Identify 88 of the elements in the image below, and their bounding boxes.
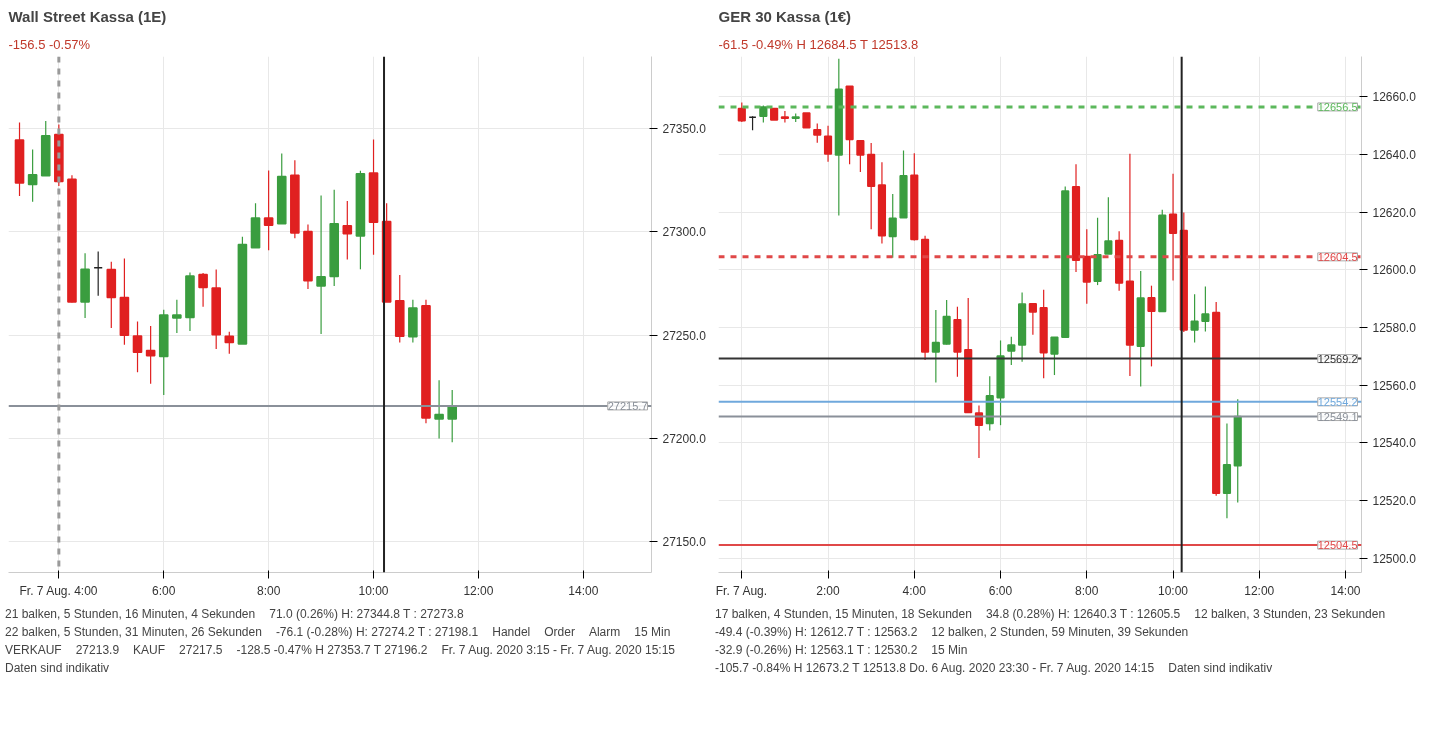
ref-line-label: 27215.7	[607, 399, 648, 412]
text: 27213.9	[75, 642, 120, 659]
text: Daten sind indikativ	[5, 660, 110, 677]
y-tick-label: 12520.0	[1372, 493, 1417, 508]
y-tick-label: 27300.0	[662, 225, 707, 240]
candlestick	[1104, 196, 1113, 255]
x-tick-label: 12:00	[463, 583, 494, 598]
text: -105.7 -0.84% H 12673.2 T 12513.8 Do. 6 Aug. 2020 23:30 - Fr. 7 Aug. 2020 14:15	[715, 660, 1155, 677]
candlestick	[434, 379, 444, 440]
y-tick-label: 27150.0	[662, 535, 707, 550]
x-tick-label: 10:00	[358, 583, 389, 598]
ref-line-label: 12656.5	[1317, 100, 1358, 113]
x-tick-label: 8:00	[256, 583, 281, 598]
candlestick	[224, 331, 235, 355]
candlestick	[823, 125, 833, 163]
candlestick	[1201, 285, 1210, 333]
y-tick-label: 12620.0	[1372, 205, 1417, 220]
candlestick	[263, 169, 274, 251]
candlestick	[316, 194, 326, 335]
x-tick-label: Fr. 7 Aug.	[715, 583, 768, 598]
y-tick-label: 12500.0	[1372, 551, 1417, 566]
candlestick	[780, 110, 790, 124]
y-tick-label: 27250.0	[662, 328, 707, 343]
text: KAUF	[133, 642, 166, 659]
y-tick-label: 27200.0	[662, 431, 707, 446]
x-tick-label: 10:00	[1158, 583, 1189, 598]
chart-subtitle: -156.5 -0.57%	[8, 36, 91, 52]
candlestick	[132, 320, 143, 373]
ref-line-label: 12569.2	[1317, 352, 1358, 365]
ref-line-label: 12554.2	[1317, 395, 1358, 408]
text: Alarm	[588, 624, 621, 641]
candlestick	[198, 272, 208, 308]
x-tick-label: 6:00	[152, 583, 176, 598]
text: -76.1 (-0.28%) H: 27274.2 T : 27198.1	[275, 624, 479, 641]
text: 12 balken, 3 Stunden, 23 Sekunden	[1194, 606, 1386, 623]
candlestick	[1050, 336, 1059, 376]
text: Handel	[492, 624, 531, 641]
text: Daten sind indikativ	[1168, 660, 1273, 677]
text: 27217.5	[179, 642, 223, 659]
y-tick-label: 12540.0	[1372, 436, 1417, 451]
text: -32.9 (-0.26%) H: 12563.1 T : 12530.2	[715, 642, 918, 659]
candlestick	[1190, 293, 1199, 344]
y-tick-label: 12640.0	[1372, 148, 1417, 163]
candlestick	[856, 139, 865, 173]
text: -49.4 (-0.39%) H: 12612.7 T : 12563.2	[715, 624, 918, 641]
chart-subtitle: -61.5 -0.49% H 12684.5 T 12513.8	[718, 36, 919, 52]
text: 34.8 (0.28%) H: 12640.3 T : 12605.5	[985, 606, 1181, 623]
candlestick	[172, 299, 182, 334]
text: 15 Min	[931, 642, 968, 659]
candlestick	[1007, 336, 1016, 366]
text: 71.0 (0.26%) H: 27344.8 T : 27273.8	[269, 606, 464, 623]
chart-title: Wall Street Kassa (1E)	[8, 7, 167, 25]
text: Fr. 7 Aug. 2020 3:15 - Fr. 7 Aug. 2020 15:15	[441, 642, 676, 659]
x-tick-label: Fr. 7 Aug. 4:00	[19, 583, 98, 598]
x-tick-label: 6:00	[988, 583, 1013, 598]
ref-line-label: 12549.1	[1317, 410, 1358, 423]
x-tick-label: 14:00	[1330, 583, 1361, 598]
candlestick	[813, 122, 822, 144]
text: 15 Min	[634, 624, 671, 641]
candlestick	[342, 200, 353, 260]
text: VERKAUF	[5, 642, 62, 659]
y-tick-label: 12580.0	[1372, 320, 1417, 335]
candlestick	[145, 325, 156, 385]
ref-line-label: 12504.5	[1317, 539, 1358, 552]
text: 12 balken, 2 Stunden, 59 Minuten, 39 Sekunden	[931, 624, 1189, 641]
candlestick	[1168, 173, 1178, 282]
y-tick-label: 12600.0	[1372, 263, 1417, 278]
text: Order	[544, 624, 575, 641]
y-tick-label: 27350.0	[662, 122, 707, 137]
text: 17 balken, 4 Stunden, 15 Minuten, 18 Sekunden	[715, 606, 972, 623]
text: -128.5 -0.47% H 27353.7 T 27196.2	[236, 642, 428, 659]
x-tick-label: 4:00	[902, 583, 927, 598]
ref-line-label: 12604.5	[1317, 250, 1358, 263]
candlestick	[931, 309, 940, 384]
y-tick-label: 12560.0	[1372, 378, 1417, 393]
x-tick-label: 14:00	[568, 583, 599, 598]
candlestick	[737, 102, 746, 123]
candlestick	[447, 389, 458, 443]
candlestick	[1028, 303, 1037, 336]
x-tick-label: 12:00	[1244, 583, 1275, 598]
candlestick	[27, 148, 38, 203]
chart-title: GER 30 Kassa (1€)	[718, 7, 852, 25]
y-tick-label: 12660.0	[1372, 90, 1417, 105]
x-tick-label: 8:00	[1075, 583, 1099, 598]
text: 22 balken, 5 Stunden, 31 Minuten, 26 Sekunden	[5, 624, 262, 641]
text: 21 balken, 5 Stunden, 16 Minuten, 4 Sekunden	[5, 606, 256, 623]
candlestick	[1147, 285, 1156, 367]
x-tick-label: 2:00	[816, 583, 841, 598]
